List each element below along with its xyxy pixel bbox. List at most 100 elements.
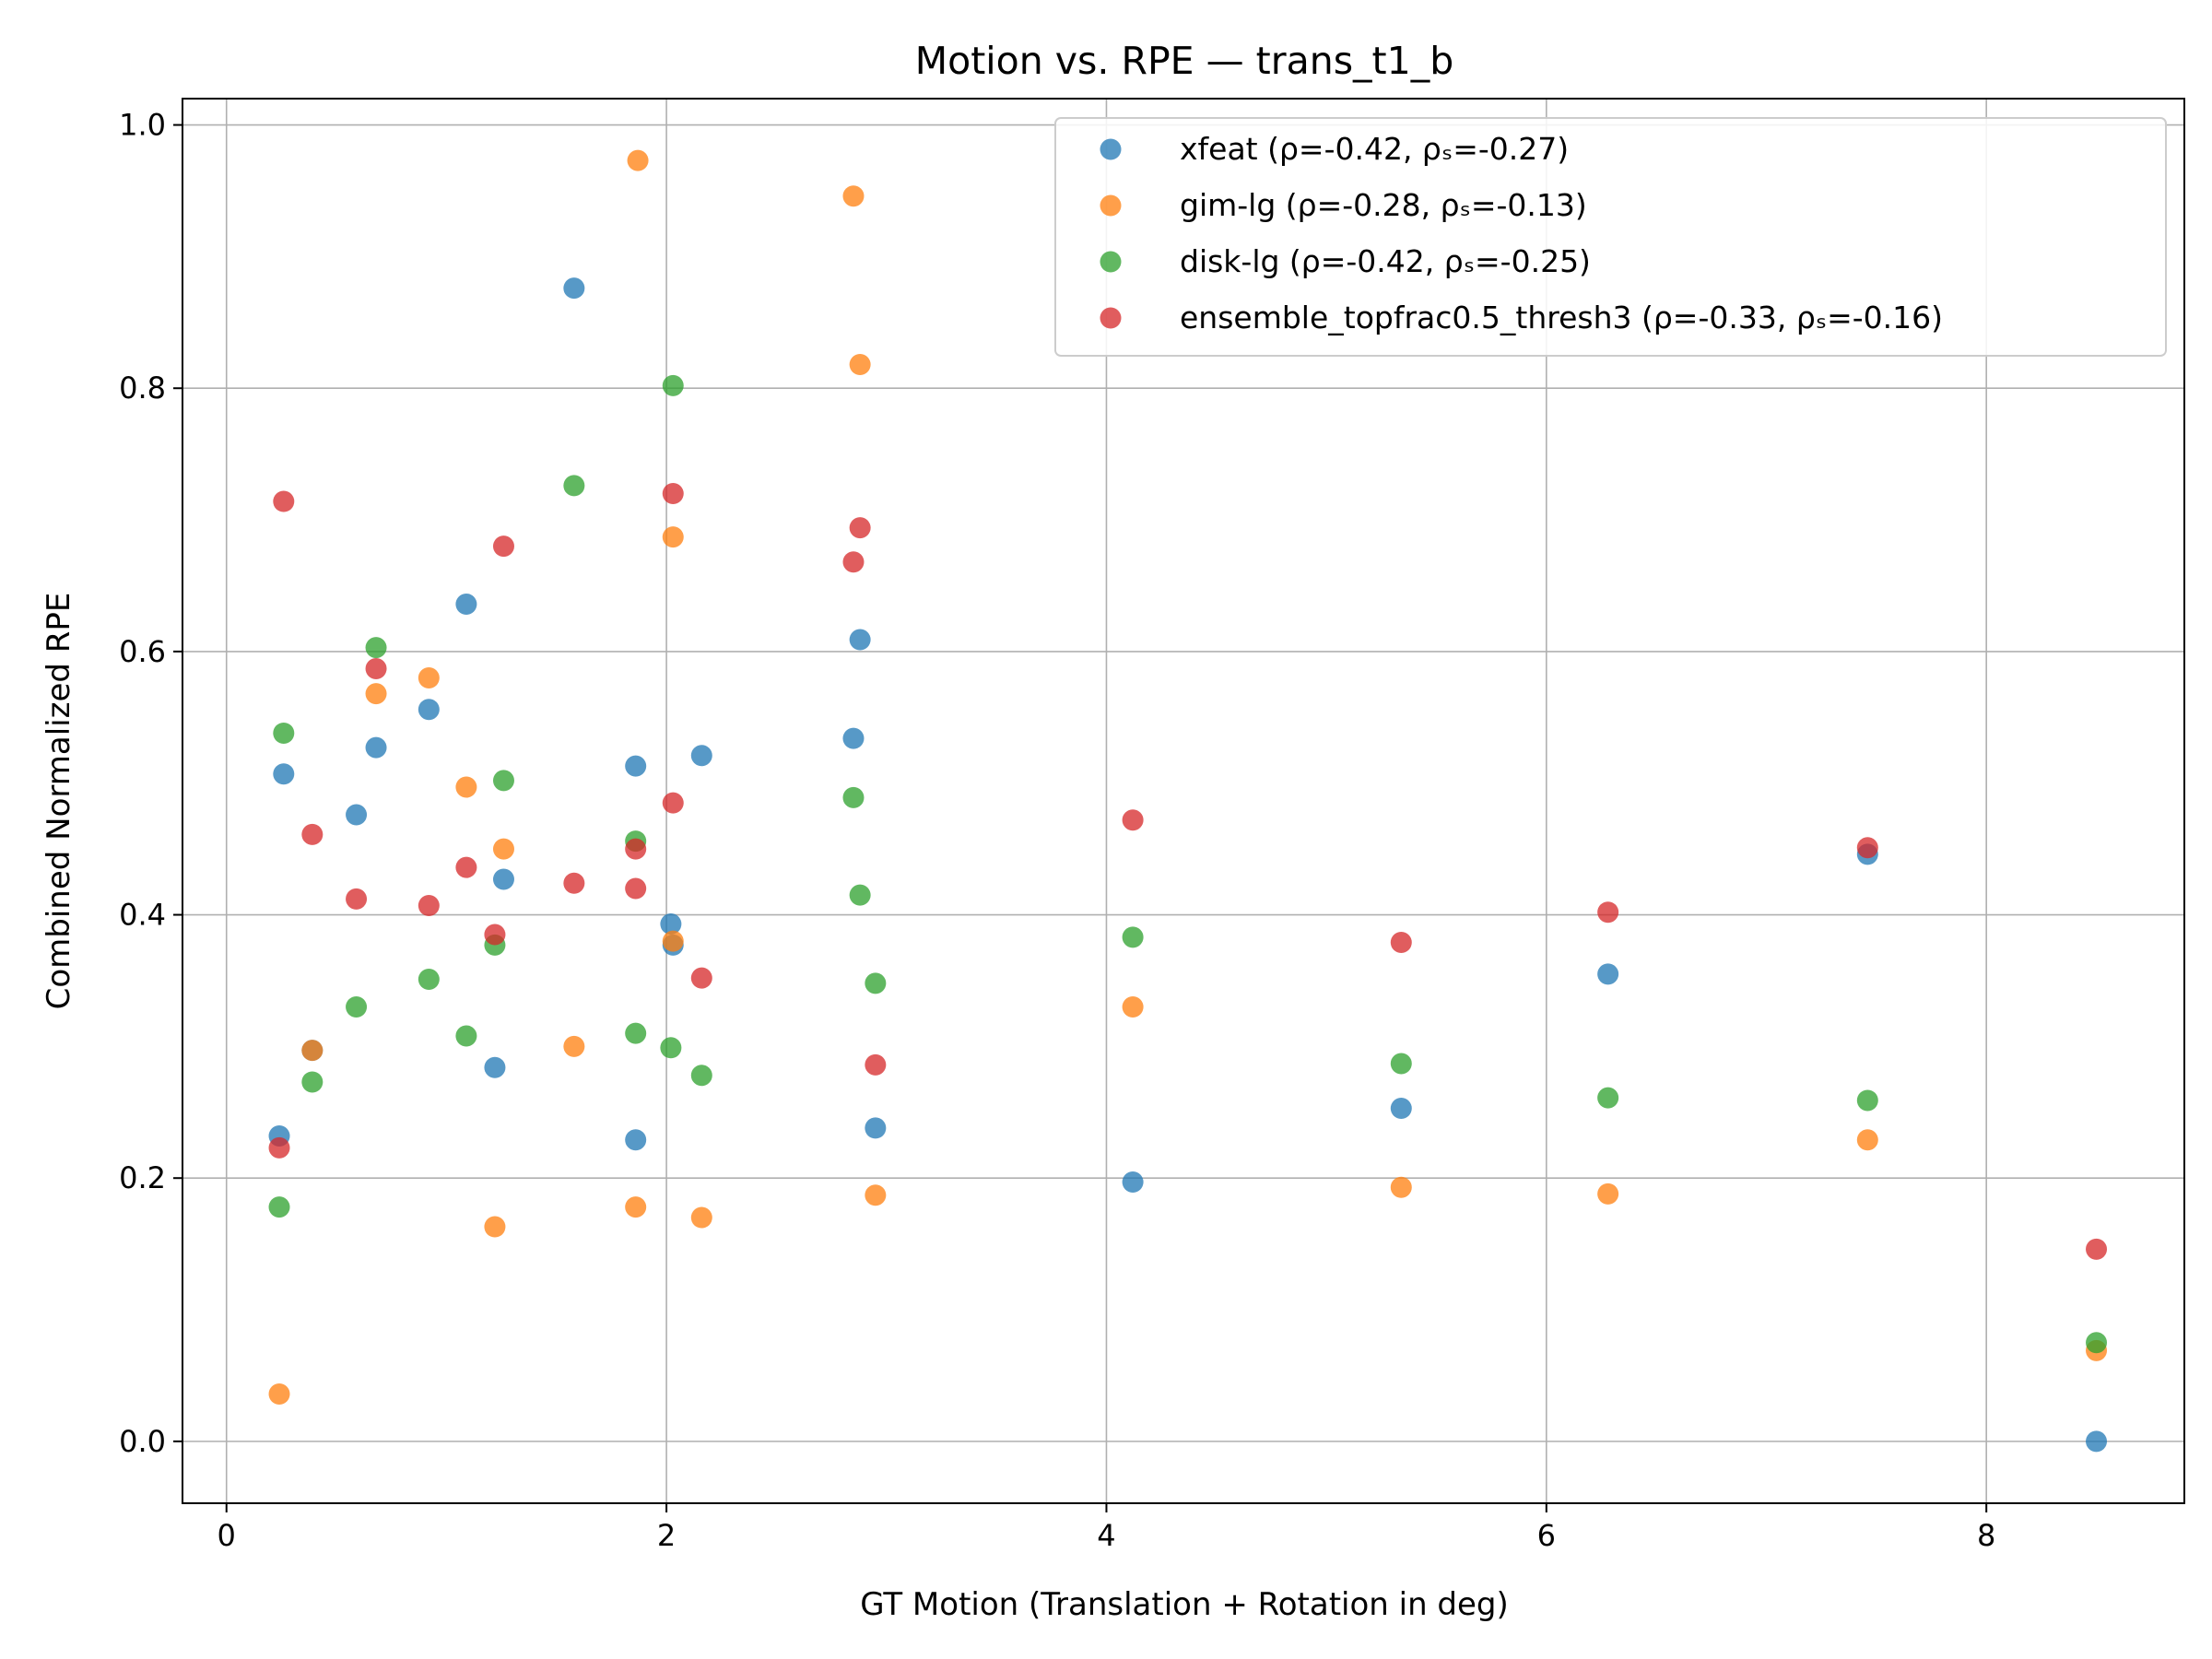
- data-point: [865, 972, 887, 994]
- data-point: [625, 755, 647, 777]
- data-point: [865, 1184, 887, 1206]
- legend: xfeat (ρ=-0.42, ρₛ=-0.27) gim-lg (ρ=-0.28…: [1054, 117, 2167, 357]
- data-point: [1390, 932, 1412, 954]
- data-point: [492, 838, 514, 860]
- y-tick-label: 0.8: [119, 371, 166, 406]
- data-point: [1597, 1087, 1619, 1109]
- data-point: [268, 1136, 290, 1159]
- y-axis-label: Combined Normalized RPE: [41, 593, 77, 1010]
- data-point: [690, 745, 712, 767]
- data-point: [365, 637, 387, 659]
- data-point: [1856, 1089, 1878, 1112]
- data-point: [662, 792, 684, 814]
- data-point: [301, 823, 324, 845]
- data-point: [273, 763, 295, 785]
- data-point: [365, 736, 387, 759]
- data-point: [865, 1053, 887, 1076]
- data-point: [627, 149, 649, 171]
- data-point: [1390, 1176, 1412, 1198]
- x-tick-label: 8: [1977, 1518, 1995, 1553]
- x-tick-label: 0: [218, 1518, 236, 1553]
- data-point: [455, 1025, 477, 1047]
- data-point: [849, 354, 871, 376]
- data-point: [492, 535, 514, 558]
- data-point: [842, 185, 865, 207]
- data-point: [492, 770, 514, 792]
- legend-marker: [1100, 251, 1122, 273]
- x-tick-label: 2: [657, 1518, 676, 1553]
- data-point: [301, 1040, 324, 1062]
- data-point: [563, 872, 585, 894]
- data-point: [690, 1206, 712, 1229]
- data-point: [662, 930, 684, 952]
- data-point: [273, 722, 295, 744]
- data-point: [563, 277, 585, 300]
- data-point: [849, 517, 871, 539]
- data-point: [1597, 1182, 1619, 1205]
- x-axis-label: GT Motion (Translation + Rotation in deg…: [860, 1586, 1509, 1623]
- data-point: [625, 838, 647, 860]
- data-point: [418, 895, 440, 917]
- data-point: [625, 1196, 647, 1218]
- data-point: [455, 776, 477, 798]
- data-point: [1122, 809, 1144, 831]
- data-point: [662, 526, 684, 548]
- data-point: [273, 490, 295, 512]
- y-tick-label: 0.2: [119, 1160, 166, 1195]
- data-point: [660, 913, 682, 935]
- data-point: [690, 967, 712, 989]
- data-point: [492, 868, 514, 890]
- data-point: [484, 1056, 506, 1078]
- data-point: [660, 1037, 682, 1059]
- legend-marker: [1100, 138, 1122, 160]
- data-point: [625, 1022, 647, 1044]
- axis-ticks: 0 2 4 6 8 0.0 0.2 0.4 0.6 0.8 1.0: [119, 108, 1995, 1553]
- data-point: [418, 969, 440, 991]
- scatter-points: [268, 149, 2108, 1453]
- data-point: [2086, 1332, 2108, 1354]
- data-point: [268, 1382, 290, 1405]
- data-point: [1390, 1053, 1412, 1075]
- data-point: [301, 1071, 324, 1093]
- data-point: [849, 629, 871, 651]
- data-point: [842, 727, 865, 749]
- data-point: [1856, 837, 1878, 859]
- y-tick-label: 0.6: [119, 634, 166, 669]
- data-point: [842, 786, 865, 808]
- data-point: [346, 804, 368, 826]
- data-point: [268, 1196, 290, 1218]
- data-point: [346, 888, 368, 910]
- legend-label: gim-lg (ρ=-0.28, ρₛ=-0.13): [1180, 187, 1587, 223]
- chart-title: Motion vs. RPE — trans_t1_b: [915, 39, 1454, 83]
- legend-label: xfeat (ρ=-0.42, ρₛ=-0.27): [1180, 131, 1569, 167]
- data-point: [1856, 1129, 1878, 1151]
- data-point: [2086, 1430, 2108, 1453]
- legend-label: ensemble_topfrac0.5_thresh3 (ρ=-0.33, ρₛ…: [1180, 300, 1943, 335]
- data-point: [1597, 963, 1619, 985]
- y-tick-label: 0.4: [119, 898, 166, 933]
- data-point: [1122, 926, 1144, 948]
- data-point: [418, 666, 440, 688]
- data-point: [346, 996, 368, 1018]
- data-point: [418, 699, 440, 721]
- data-point: [2086, 1238, 2108, 1260]
- legend-marker: [1100, 194, 1122, 217]
- series-3-points: [268, 482, 2108, 1260]
- data-point: [865, 1117, 887, 1139]
- data-point: [849, 884, 871, 906]
- series-1-points: [268, 149, 2108, 1405]
- data-point: [690, 1065, 712, 1087]
- data-point: [662, 374, 684, 396]
- y-tick-label: 1.0: [119, 108, 166, 143]
- data-point: [484, 924, 506, 946]
- legend-frame: [1054, 117, 2167, 357]
- data-point: [365, 657, 387, 679]
- data-point: [625, 1129, 647, 1151]
- data-point: [1390, 1098, 1412, 1120]
- legend-label: disk-lg (ρ=-0.42, ρₛ=-0.25): [1180, 243, 1591, 279]
- data-point: [563, 475, 585, 497]
- x-tick-label: 4: [1097, 1518, 1115, 1553]
- data-point: [1597, 901, 1619, 924]
- x-tick-label: 6: [1537, 1518, 1556, 1553]
